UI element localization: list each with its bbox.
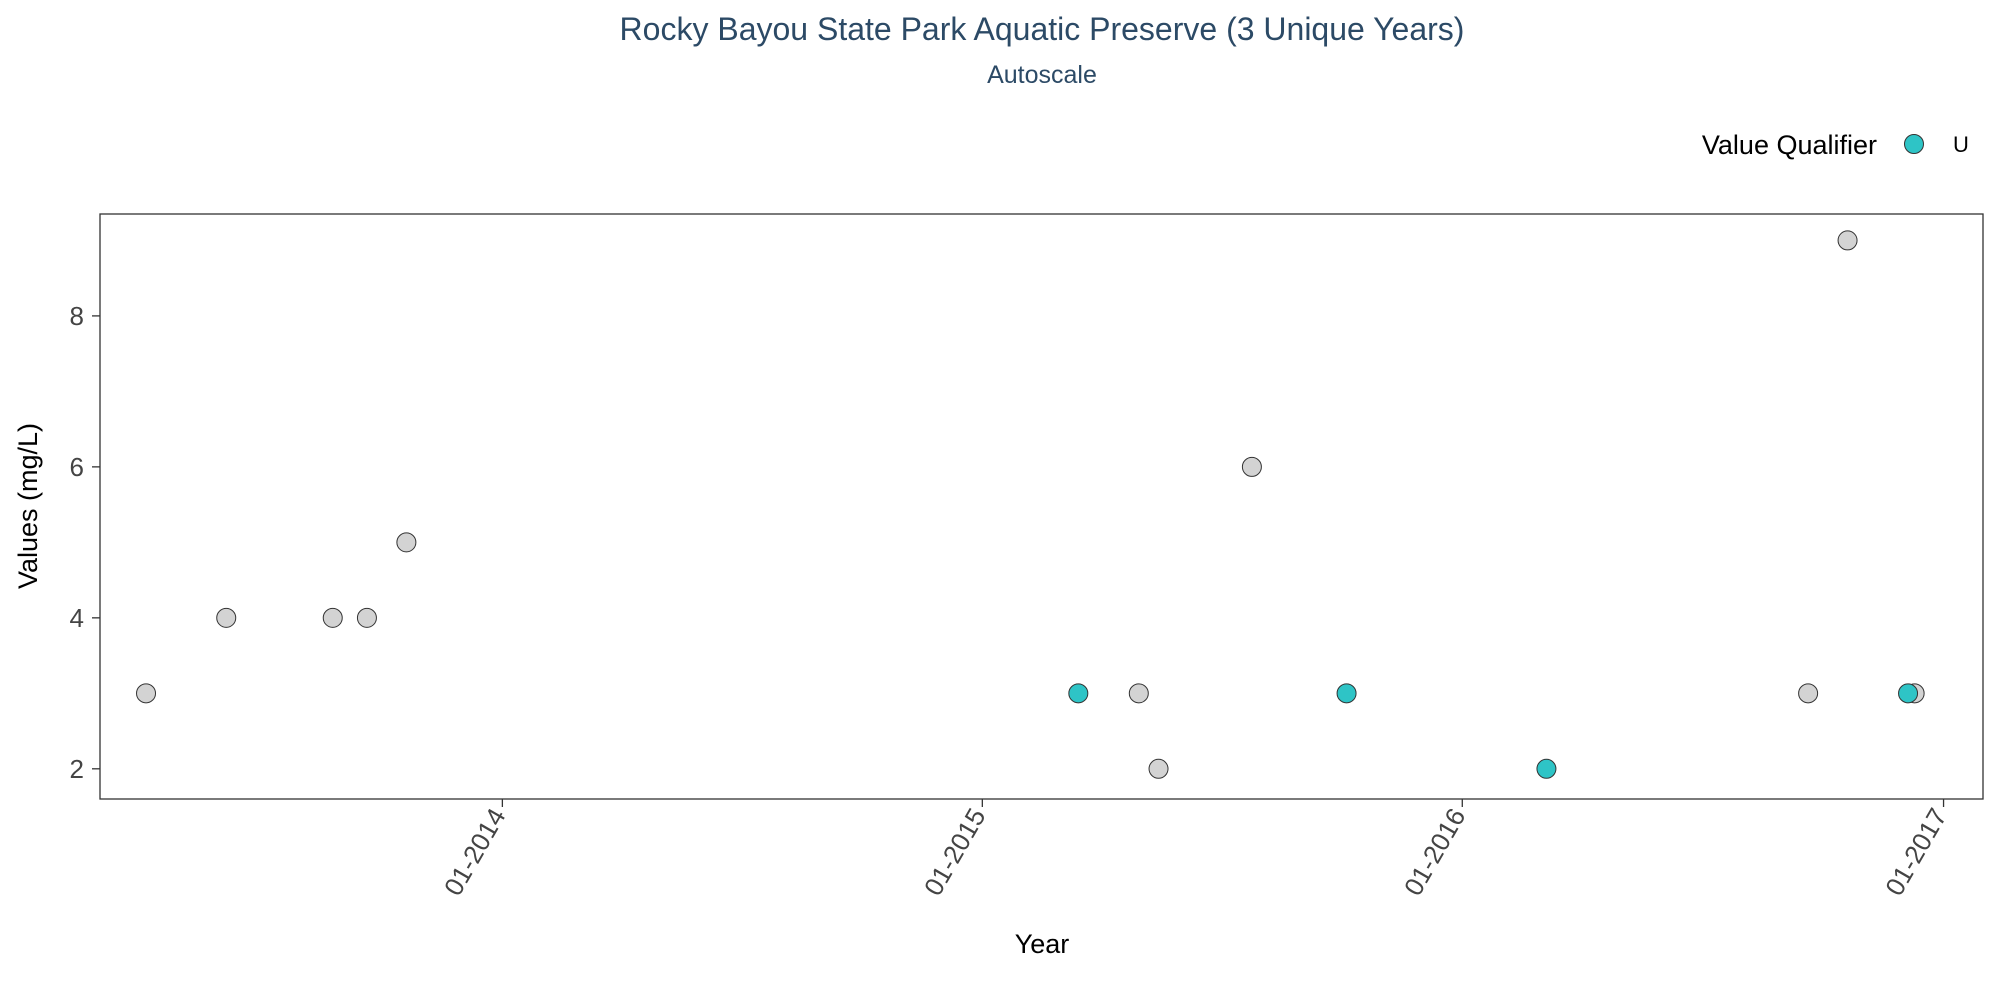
data-point	[1241, 456, 1262, 477]
legend-marker-u	[1904, 134, 1924, 154]
data-point-u	[1336, 683, 1357, 704]
data-point	[396, 532, 417, 553]
data-point	[1128, 683, 1149, 704]
data-point	[1837, 230, 1858, 251]
data-point	[136, 683, 157, 704]
data-point	[1148, 758, 1169, 779]
plot-panel	[99, 213, 1984, 800]
y-axis-label: Values (mg/L)	[13, 423, 43, 589]
x-tick-label: 01-2014	[438, 803, 512, 901]
data-point	[216, 607, 237, 628]
y-tick-label: 6	[70, 452, 84, 482]
legend-title: Value Qualifier	[1702, 130, 1877, 160]
data-point-u	[1068, 683, 1089, 704]
chart-subtitle: Autoscale	[987, 61, 1097, 89]
chart-title: Rocky Bayou State Park Aquatic Preserve …	[620, 11, 1465, 47]
data-point	[322, 607, 343, 628]
data-point	[356, 607, 377, 628]
y-tick-label: 2	[70, 754, 84, 784]
x-axis-label: Year	[1015, 929, 1070, 959]
legend-label-u: U	[1953, 132, 1969, 157]
x-tick-label: 01-2015	[918, 803, 992, 901]
x-tick-label: 01-2017	[1879, 803, 1953, 901]
data-point	[1798, 683, 1819, 704]
y-tick-label: 8	[70, 301, 84, 331]
data-point-u	[1898, 683, 1919, 704]
x-axis: 01-2014 01-2015 01-2016 01-2017	[438, 799, 1953, 901]
y-axis: 2 4 6 8	[70, 301, 100, 784]
legend: Value Qualifier U	[1702, 130, 1969, 160]
x-tick-label: 01-2016	[1398, 803, 1472, 901]
data-points	[136, 230, 1925, 779]
data-point-u	[1536, 758, 1557, 779]
y-tick-label: 4	[70, 603, 84, 633]
